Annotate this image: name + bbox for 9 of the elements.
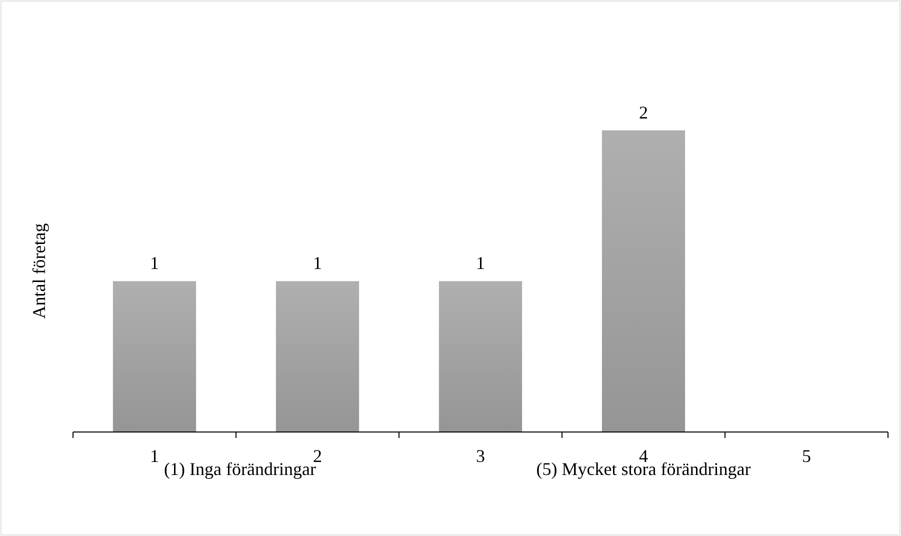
x-tick-label: 5 xyxy=(802,446,811,466)
x-tick-label: 3 xyxy=(476,446,485,466)
x-tick-label: 2 xyxy=(313,446,322,466)
y-axis-title: Antal företag xyxy=(29,223,49,319)
data-label: 1 xyxy=(476,253,485,274)
data-label: 1 xyxy=(150,253,159,274)
data-label: 2 xyxy=(639,102,648,122)
x-tick-label: 1 xyxy=(150,446,159,466)
data-label: 1 xyxy=(313,253,322,274)
